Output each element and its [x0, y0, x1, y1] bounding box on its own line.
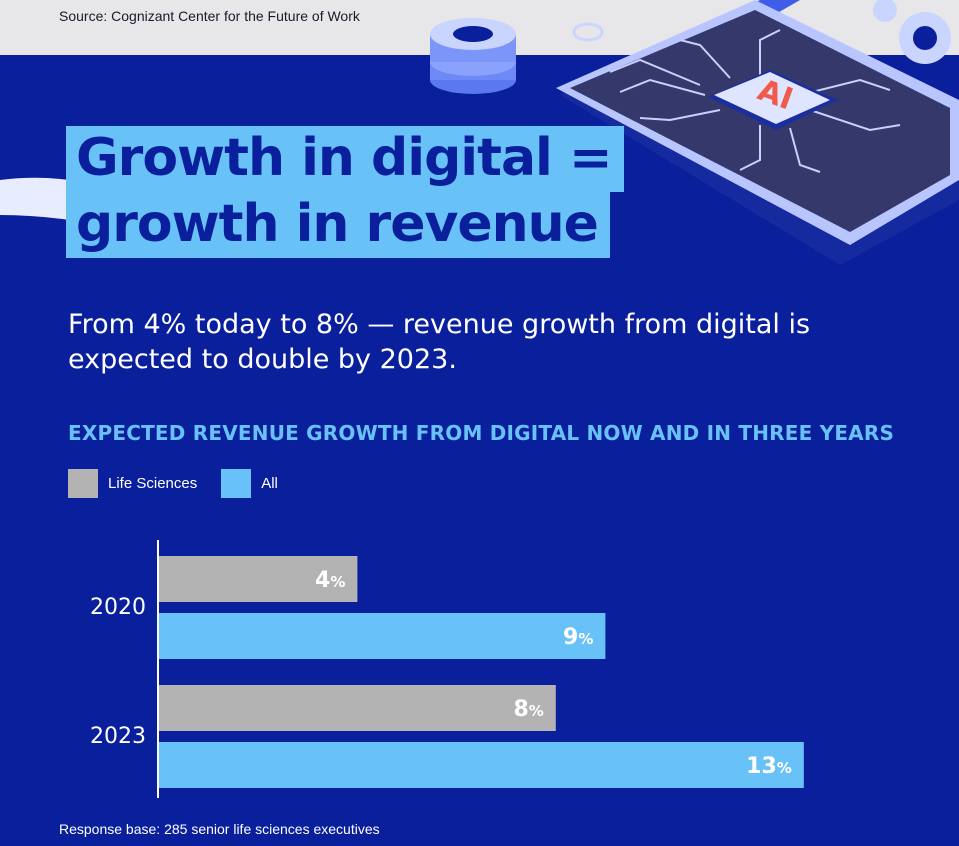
bar-chart: 2020 4% 9% 2023 8% 13% [90, 540, 804, 798]
footnote: Response base: 285 senior life sciences … [59, 821, 380, 837]
data-label: 8% [513, 697, 543, 722]
headline-line-2: growth in revenue [66, 192, 610, 258]
bar-all-2023 [159, 742, 804, 788]
bar-life-sciences-2023 [159, 685, 556, 731]
data-label: 9% [563, 625, 593, 650]
bar-life-sciences-2020 [159, 556, 358, 602]
source-text: Source: Cognizant Center for the Future … [59, 8, 360, 24]
legend-label-all: All [261, 475, 278, 492]
chart-title: EXPECTED REVENUE GROWTH FROM DIGITAL NOW… [68, 421, 895, 445]
data-label: 13% [746, 754, 792, 779]
category-label: 2023 [90, 724, 146, 749]
legend-label-life-sciences: Life Sciences [108, 475, 198, 492]
legend-swatch-life-sciences [68, 469, 98, 498]
ai-chip-icon: AI [708, 70, 838, 130]
legend-swatch-all [221, 469, 252, 498]
chart-legend: Life Sciences All [68, 469, 302, 498]
category-label: 2020 [90, 595, 146, 620]
data-label: 4% [315, 568, 345, 593]
database-icon [430, 18, 516, 94]
legend-item-all: All [221, 469, 278, 498]
subtitle: From 4% today to 8% — revenue growth fro… [68, 309, 811, 375]
headline: Growth in digital = growth in revenue [66, 126, 624, 258]
tablet-illustration: AI [556, 0, 959, 265]
ring-shape [572, 22, 604, 42]
legend-item-life-sciences: Life Sciences [68, 469, 197, 498]
headline-line-1: Growth in digital = [66, 126, 624, 192]
bar-all-2020 [159, 613, 606, 659]
gear-icon [873, 0, 951, 64]
ai-illustration: AI [0, 0, 959, 265]
